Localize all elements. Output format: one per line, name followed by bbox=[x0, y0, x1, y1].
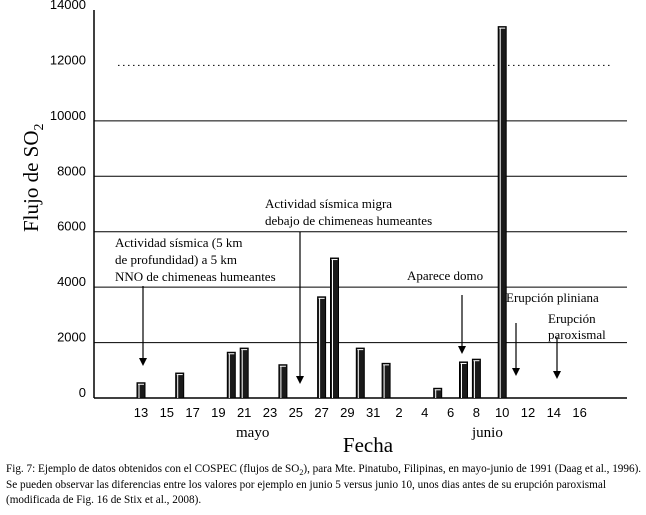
x-tick-labels: 13 15 17 19 21 23 25 27 29 31 2 4 6 8 10 12 14 16 bbox=[134, 405, 587, 420]
bars bbox=[136, 26, 507, 399]
y-tick-label: 4000 bbox=[57, 274, 86, 289]
y-tick-label: 2000 bbox=[57, 330, 86, 345]
y-axis-title-subscript: 2 bbox=[32, 123, 47, 130]
y-axis-title: Flujo de SO2 bbox=[19, 123, 47, 232]
x-tick-label: 31 bbox=[366, 405, 380, 420]
annotation-text: debajo de chimeneas humeantes bbox=[265, 213, 432, 228]
bar bbox=[433, 387, 443, 399]
down-arrow-icon bbox=[139, 286, 147, 366]
annotation-text: paroxismal bbox=[548, 327, 606, 342]
x-tick-label: 13 bbox=[134, 405, 148, 420]
bar bbox=[471, 358, 481, 399]
x-tick-label: 27 bbox=[314, 405, 328, 420]
y-tick-label: 14000 bbox=[50, 0, 86, 12]
x-tick-label: 29 bbox=[340, 405, 354, 420]
x-tick-label: 10 bbox=[495, 405, 509, 420]
month-label-mayo: mayo bbox=[236, 425, 269, 441]
bar bbox=[459, 361, 468, 399]
x-tick-label: 25 bbox=[289, 405, 303, 420]
y-tick-label: 0 bbox=[79, 385, 86, 400]
annotation: Erupción pliniana bbox=[506, 290, 599, 376]
bar bbox=[175, 372, 185, 399]
x-tick-label: 6 bbox=[447, 405, 454, 420]
caption-suffix: ), para Mte. Pinatubo, Filipinas, en may… bbox=[6, 463, 642, 506]
bar bbox=[355, 347, 365, 399]
y-tick-label: 8000 bbox=[57, 163, 86, 178]
bar bbox=[278, 364, 288, 399]
annotation-text: Aparece domo bbox=[407, 268, 483, 283]
grid-lines bbox=[94, 64, 627, 344]
caption-subscript: 2 bbox=[299, 468, 304, 478]
month-label-junio: junio bbox=[471, 425, 503, 441]
annotation-text: de profundidad) a 5 km bbox=[115, 252, 237, 267]
annotations: Actividad sísmica (5 km de profundidad) a… bbox=[115, 196, 606, 384]
y-tick-labels: 0 2000 4000 6000 8000 10000 12000 14000 bbox=[50, 0, 86, 400]
annotation-text: Actividad sísmica (5 km bbox=[115, 235, 242, 250]
down-arrow-icon bbox=[458, 295, 466, 354]
x-tick-label: 8 bbox=[473, 405, 480, 420]
bar bbox=[381, 362, 391, 399]
x-tick-label: 15 bbox=[160, 405, 174, 420]
x-tick-label: 2 bbox=[395, 405, 402, 420]
caption-prefix: Fig. 7: Ejemplo de datos obtenidos con e… bbox=[6, 463, 300, 475]
y-tick-label: 6000 bbox=[57, 219, 86, 234]
figure-caption: Fig. 7: Ejemplo de datos obtenidos con e… bbox=[6, 462, 642, 509]
y-tick-label: 12000 bbox=[50, 52, 86, 67]
y-tick-label: 10000 bbox=[50, 108, 86, 123]
x-tick-label: 19 bbox=[211, 405, 225, 420]
down-arrow-icon bbox=[296, 232, 304, 384]
bar bbox=[497, 26, 507, 399]
bar bbox=[239, 347, 249, 399]
bar bbox=[136, 382, 146, 399]
annotation: Actividad sísmica migra debajo de chimene… bbox=[265, 196, 432, 384]
annotation: Aparece domo bbox=[407, 268, 483, 354]
x-axis-title: Fecha bbox=[343, 433, 394, 457]
annotation-text: Actividad sísmica migra bbox=[265, 196, 392, 211]
x-tick-label: 12 bbox=[521, 405, 535, 420]
x-tick-label: 14 bbox=[547, 405, 561, 420]
bar bbox=[330, 257, 339, 399]
x-tick-label: 17 bbox=[185, 405, 199, 420]
x-tick-label: 23 bbox=[263, 405, 277, 420]
annotation-text: Erupción bbox=[548, 311, 596, 326]
y-axis-title-main: Flujo de SO bbox=[19, 130, 43, 232]
x-tick-label: 21 bbox=[237, 405, 251, 420]
bar bbox=[317, 296, 327, 399]
bar bbox=[226, 351, 236, 399]
x-tick-label: 16 bbox=[572, 405, 586, 420]
down-arrow-icon bbox=[553, 337, 561, 379]
annotation: Actividad sísmica (5 km de profundidad) a… bbox=[115, 235, 276, 366]
annotation-text: Erupción pliniana bbox=[506, 290, 599, 305]
down-arrow-icon bbox=[512, 323, 520, 376]
x-tick-label: 4 bbox=[421, 405, 428, 420]
annotation-text: NNO de chimeneas humeantes bbox=[115, 269, 276, 284]
